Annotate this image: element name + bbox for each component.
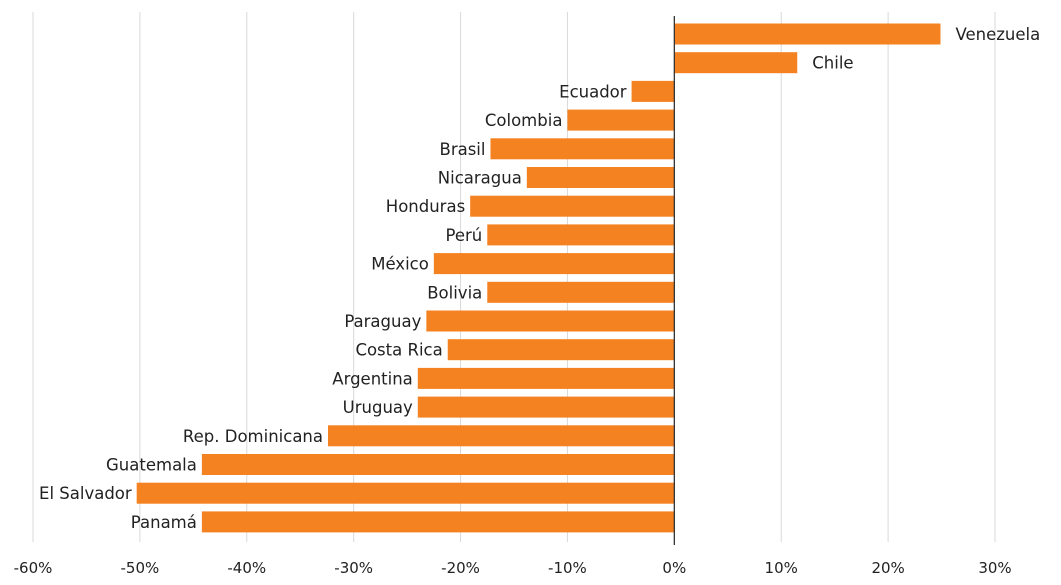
- bar-argentina: [417, 367, 675, 389]
- bar-nicaragua: [526, 167, 675, 188]
- category-label: Bolivia: [427, 283, 482, 302]
- category-label: Nicaragua: [438, 169, 522, 188]
- category-label: Panamá: [131, 513, 197, 532]
- bar-paraguay: [426, 310, 675, 332]
- bars-layer: [136, 23, 941, 533]
- x-tick-label: 20%: [871, 559, 904, 577]
- bar-costa-rica: [447, 339, 675, 361]
- category-label: Argentina: [332, 369, 413, 388]
- bar-guatemala: [201, 454, 675, 475]
- x-tick-label: -50%: [121, 559, 160, 577]
- category-label: Perú: [446, 226, 483, 245]
- category-label: Rep. Dominicana: [183, 427, 323, 446]
- bar-bolivia: [487, 281, 675, 303]
- bar-brasil: [490, 138, 675, 160]
- x-tick-label: -20%: [441, 559, 480, 577]
- x-axis-ticks-layer: -60% -50% -40% -30% -20% -10% 0% 10% 20% 30%: [14, 559, 1012, 577]
- category-label: Ecuador: [559, 82, 627, 101]
- bar-colombia: [567, 109, 675, 131]
- x-tick-label: -40%: [227, 559, 266, 577]
- x-tick-label: 10%: [765, 559, 798, 577]
- category-label: Uruguay: [343, 398, 413, 417]
- bar-per-: [487, 224, 675, 246]
- category-label: Brasil: [440, 140, 486, 159]
- category-label: Colombia: [485, 111, 563, 130]
- bar-ecuador: [631, 80, 675, 102]
- x-tick-label: -30%: [334, 559, 373, 577]
- bar-venezuela: [674, 23, 941, 45]
- category-label: Costa Rica: [355, 341, 442, 360]
- x-tick-label: -60%: [14, 559, 53, 577]
- x-tick-label: -10%: [548, 559, 587, 577]
- category-labels-layer: Venezuela Chile Ecuador Colombia Brasil Nicar…: [39, 25, 1040, 532]
- category-label: Chile: [812, 54, 853, 73]
- category-label: Venezuela: [955, 25, 1040, 44]
- category-label: Honduras: [386, 197, 465, 216]
- x-tick-label: 0%: [662, 559, 686, 577]
- bar-panam-: [201, 511, 675, 533]
- bar-honduras: [470, 195, 675, 217]
- category-label: Guatemala: [106, 456, 197, 475]
- bar-m-xico: [433, 253, 675, 275]
- category-label: El Salvador: [39, 484, 132, 503]
- bar-rep-dominicana: [328, 425, 675, 447]
- grid-layer: [32, 12, 996, 542]
- bar-chile: [674, 52, 798, 74]
- bar-uruguay: [417, 396, 675, 418]
- x-tick-label: 30%: [978, 559, 1011, 577]
- category-label: Paraguay: [344, 312, 421, 331]
- category-label: México: [371, 255, 429, 274]
- bar-el-salvador: [136, 482, 675, 504]
